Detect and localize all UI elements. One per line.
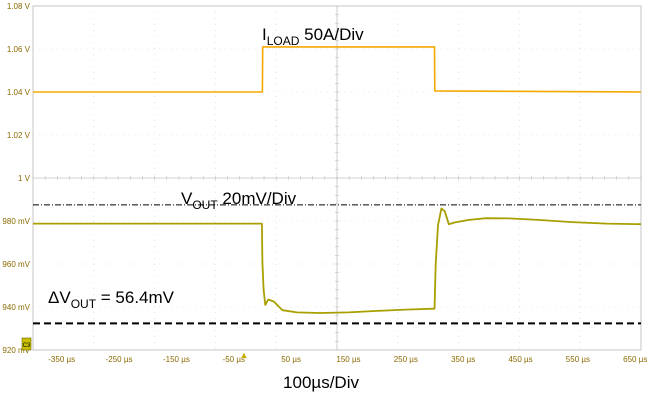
y-tick-label: 960 mV bbox=[2, 260, 30, 269]
delta-vout-symbol: ΔV bbox=[48, 288, 71, 307]
trigger-marker: ▲ bbox=[240, 350, 249, 360]
x-tick-label: 650 µs bbox=[623, 355, 647, 364]
vout-scale: 20mV/Div bbox=[218, 189, 297, 208]
x-tick-label: 350 µs bbox=[451, 355, 475, 364]
y-tick-label: 980 mV bbox=[2, 217, 30, 226]
y-tick-label: 1.06 V bbox=[7, 45, 31, 54]
iload-scale: 50A/Div bbox=[299, 25, 364, 44]
y-tick-label: 1.02 V bbox=[7, 131, 31, 140]
y-tick-label: 1.08 V bbox=[7, 2, 31, 11]
x-tick-label: 50 µs bbox=[281, 355, 301, 364]
vout-subscript: OUT bbox=[192, 198, 218, 212]
svg-text:VOUT 20mV/Div: VOUT 20mV/Div bbox=[181, 189, 297, 212]
y-tick-label: 940 mV bbox=[2, 303, 30, 312]
traces bbox=[33, 46, 642, 314]
x-axis-tick-labels: -350 µs -250 µs -150 µs -50 µs 50 µs 150 µs 25… bbox=[48, 355, 647, 364]
vout-annotation: VOUT 20mV/Div bbox=[181, 189, 297, 212]
iload-annotation: ILOAD 50A/Div bbox=[262, 25, 364, 48]
svg-text:ILOAD 50A/Div: ILOAD 50A/Div bbox=[262, 25, 364, 48]
y-tick-label: 1.04 V bbox=[7, 88, 31, 97]
iload-trace bbox=[33, 46, 642, 93]
reference-lines bbox=[33, 204, 641, 325]
x-tick-label: -250 µs bbox=[106, 355, 133, 364]
y-tick-label: 1 V bbox=[18, 174, 31, 183]
delta-vout-annotation: ΔVOUT = 56.4mV bbox=[48, 288, 175, 311]
x-tick-label: -150 µs bbox=[163, 355, 190, 364]
y-tick-label: 920 mV bbox=[2, 346, 30, 355]
channel-marker-label: C3 bbox=[23, 343, 31, 349]
svg-text:ΔVOUT = 56.4mV: ΔVOUT = 56.4mV bbox=[48, 288, 175, 311]
grid bbox=[32, 5, 642, 351]
delta-vout-subscript: OUT bbox=[71, 297, 97, 311]
channel-marker: C3 bbox=[21, 337, 32, 351]
vout-symbol: V bbox=[181, 189, 193, 208]
x-tick-label: 550 µs bbox=[566, 355, 590, 364]
x-axis-title: 100µs/Div bbox=[283, 373, 359, 392]
x-tick-label: 250 µs bbox=[394, 355, 418, 364]
iload-subscript: LOAD bbox=[267, 34, 300, 48]
x-tick-label: 150 µs bbox=[336, 355, 360, 364]
delta-vout-value: = 56.4mV bbox=[96, 288, 175, 307]
vout-trace bbox=[33, 207, 642, 314]
x-tick-label: -350 µs bbox=[48, 355, 75, 364]
x-tick-label: 450 µs bbox=[508, 355, 532, 364]
y-axis-tick-labels: 920 mV 940 mV 960 mV 980 mV 1 V 1.02 V 1.04 V 1… bbox=[2, 2, 30, 355]
iload-symbol: I bbox=[262, 25, 267, 44]
x-tick-label: -50 µs bbox=[223, 355, 245, 364]
